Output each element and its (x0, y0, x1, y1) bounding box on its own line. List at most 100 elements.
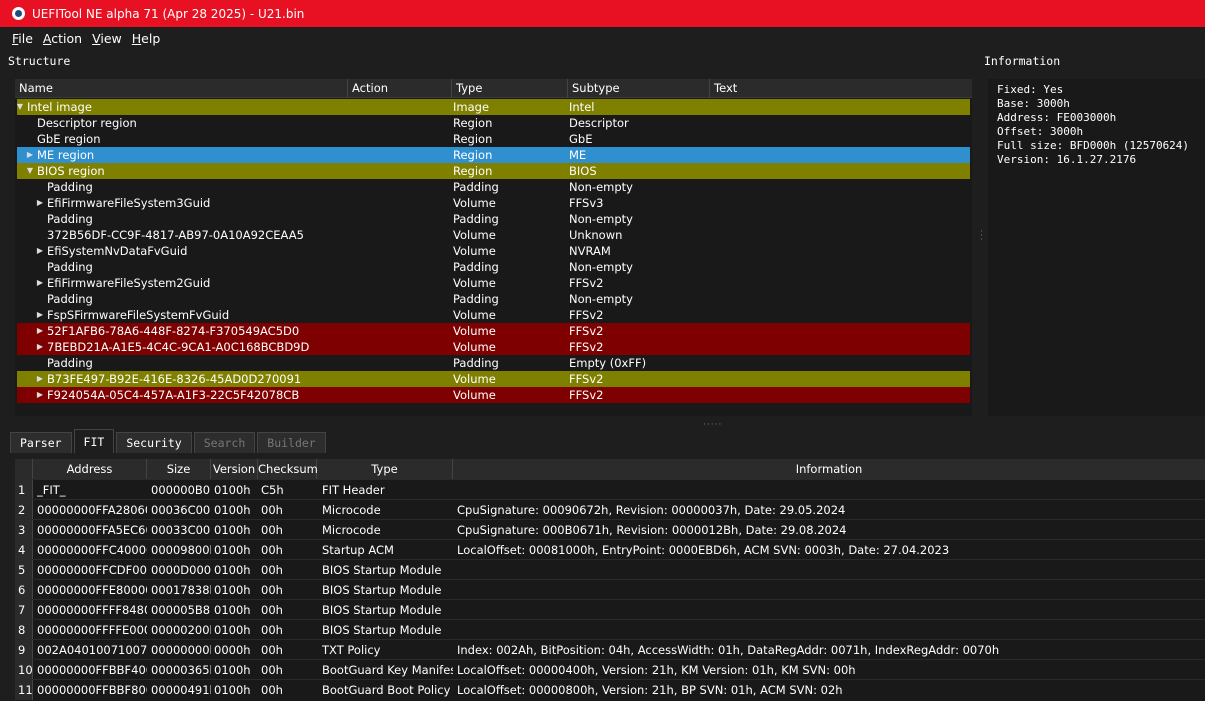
expanded-arrow-icon[interactable]: ▼ (26, 166, 34, 175)
tree-row[interactable]: Padding Padding Non-empty (17, 259, 970, 275)
fit-cell-type: BIOS Startup Module (322, 583, 442, 597)
menu-help[interactable]: Help (131, 30, 161, 46)
tree-row[interactable]: Descriptor region Region Descriptor (17, 115, 970, 131)
fit-cell-checksum: 00h (261, 563, 283, 577)
fit-cell-version: 0100h (214, 543, 251, 557)
fit-cell-type: FIT Header (322, 483, 385, 497)
tree-row[interactable]: ▶ 52F1AFB6-78A6-448F-8274-F370549AC5D0 Vol… (17, 323, 970, 339)
col-text[interactable]: Text (714, 81, 738, 95)
fit-cell-checksum: 00h (261, 643, 283, 657)
tree-cell-subtype: FFSv2 (569, 372, 604, 386)
tree-row[interactable]: ▼ BIOS region Region BIOS (17, 163, 970, 179)
tree-row[interactable]: ▶ EfiFirmwareFileSystem3Guid Volume FFSv3 (17, 195, 970, 211)
menu-view[interactable]: View (92, 30, 122, 46)
tree-row[interactable]: ▼ Intel image Image Intel (17, 99, 970, 115)
collapsed-arrow-icon[interactable]: ▶ (36, 246, 44, 255)
col-action[interactable]: Action (348, 79, 452, 98)
collapsed-arrow-icon[interactable]: ▶ (36, 342, 44, 351)
tree-row[interactable]: ▶ EfiSystemNvDataFvGuid Volume NVRAM (17, 243, 970, 259)
tree-row[interactable]: ▶ F924054A-05C4-457A-A1F3-22C5F42078CB Vol… (17, 387, 970, 403)
vertical-splitter-handle[interactable]: · · · (980, 227, 983, 245)
fit-col-checksum[interactable]: Checksum (258, 459, 318, 479)
fit-row[interactable]: 1 _FIT_ 000000B0h 0100h C5h FIT Header (15, 479, 1205, 500)
col-type[interactable]: Type (452, 79, 568, 98)
fit-cell-version: 0000h (214, 643, 251, 657)
collapsed-arrow-icon[interactable]: ▶ (36, 374, 44, 383)
menu-file[interactable]: File (12, 30, 33, 46)
tree-cell-name: EfiSystemNvDataFvGuid (47, 244, 188, 258)
col-subtype[interactable]: Subtype (568, 79, 710, 98)
fit-cell-version: 0100h (214, 623, 251, 637)
fit-cell-checksum: 00h (261, 543, 283, 557)
fit-row-number: 3 (15, 520, 33, 540)
tree-row[interactable]: ▶ FspSFirmwareFileSystemFvGuid Volume FFSv2 (17, 307, 970, 323)
fit-cell-address: 00000000FFFFE000h (37, 623, 147, 637)
tab-security[interactable]: Security (116, 432, 192, 453)
collapsed-arrow-icon[interactable]: ▶ (26, 150, 34, 159)
tree-row[interactable]: GbE region Region GbE (17, 131, 970, 147)
tree-cell-name: Descriptor region (37, 116, 137, 130)
tree-row[interactable]: ▶ ME region Region ME (17, 147, 970, 163)
fit-cell-checksum: 00h (261, 663, 283, 677)
tab-parser[interactable]: Parser (10, 432, 72, 453)
tree-row[interactable]: Padding Padding Non-empty (17, 211, 970, 227)
fit-row[interactable]: 8 00000000FFFFE000h 00000200h 0100h 00h BIOS … (15, 619, 1205, 640)
fit-col-type[interactable]: Type (317, 459, 453, 479)
tree-cell-subtype: Intel (569, 100, 595, 114)
tree-cell-subtype: FFSv2 (569, 340, 604, 354)
tree-row[interactable]: Padding Padding Empty (0xFF) (17, 355, 970, 371)
fit-cell-checksum: 00h (261, 583, 283, 597)
structure-tree[interactable]: Name Action Type Subtype Text ▼ Intel ima… (15, 79, 972, 416)
fit-cell-checksum: 00h (261, 683, 283, 697)
tree-cell-subtype: Empty (0xFF) (569, 356, 647, 370)
tree-cell-name: Padding (47, 356, 93, 370)
fit-cell-type: BIOS Startup Module (322, 563, 442, 577)
tree-cell-subtype: Non-empty (569, 292, 633, 306)
fit-row-number: 2 (15, 500, 33, 520)
tree-cell-subtype: FFSv3 (569, 196, 604, 210)
fit-table[interactable]: Address Size Version Checksum Type Infor… (15, 459, 1205, 701)
tree-row[interactable]: ▶ 7BEBD21A-A1E5-4C4C-9CA1-A0C168BCBD9D Vol… (17, 339, 970, 355)
fit-col-information[interactable]: Information (795, 462, 863, 476)
fit-cell-size: 00009800h (151, 543, 211, 557)
horizontal-splitter-handle[interactable]: ····· (703, 420, 723, 430)
col-name[interactable]: Name (15, 79, 348, 98)
collapsed-arrow-icon[interactable]: ▶ (36, 310, 44, 319)
fit-cell-address: 00000000FFFF8480h (37, 603, 147, 617)
tree-row[interactable]: 372B56DF-CC9F-4817-AB97-0A10A92CEAA5 Volu… (17, 227, 970, 243)
fit-cell-address: 00000000FFCDF000h (37, 563, 147, 577)
tree-cell-type: Region (453, 148, 493, 162)
tree-row[interactable]: ▶ EfiFirmwareFileSystem2Guid Volume FFSv2 (17, 275, 970, 291)
fit-col-version[interactable]: Version (211, 459, 258, 479)
collapsed-arrow-icon[interactable]: ▶ (36, 198, 44, 207)
expanded-arrow-icon[interactable]: ▼ (16, 102, 24, 111)
fit-col-size[interactable]: Size (147, 459, 211, 479)
collapsed-arrow-icon[interactable]: ▶ (36, 326, 44, 335)
collapsed-arrow-icon[interactable]: ▶ (36, 278, 44, 287)
tree-row[interactable]: Padding Padding Non-empty (17, 179, 970, 195)
fit-cell-version: 0100h (214, 483, 251, 497)
fit-col-address[interactable]: Address (33, 459, 147, 479)
fit-cell-type: Startup ACM (322, 543, 394, 557)
fit-cell-checksum: C5h (261, 483, 284, 497)
fit-cell-checksum: 00h (261, 623, 283, 637)
tree-row[interactable]: ▶ B73FE497-B92E-416E-8326-45AD0D270091 Vol… (17, 371, 970, 387)
tab-fit[interactable]: FIT (73, 429, 115, 453)
tree-cell-type: Padding (453, 356, 499, 370)
collapsed-arrow-icon[interactable]: ▶ (36, 390, 44, 399)
menu-action[interactable]: Action (42, 30, 83, 46)
fit-cell-size: 00033C00h (151, 523, 211, 537)
fit-row[interactable]: 5 00000000FFCDF000h 0000D000h0100h 00h BIOS … (15, 559, 1205, 580)
tree-cell-name: Padding (47, 180, 93, 194)
tree-cell-name: Padding (47, 260, 93, 274)
fit-row[interactable]: 7 00000000FFFF8480h 000005B8h 0100h 00h BIOS … (15, 599, 1205, 620)
tree-row[interactable]: Padding Padding Non-empty (17, 291, 970, 307)
bottom-tabs: Parser FIT Security Search Builder (10, 429, 328, 453)
